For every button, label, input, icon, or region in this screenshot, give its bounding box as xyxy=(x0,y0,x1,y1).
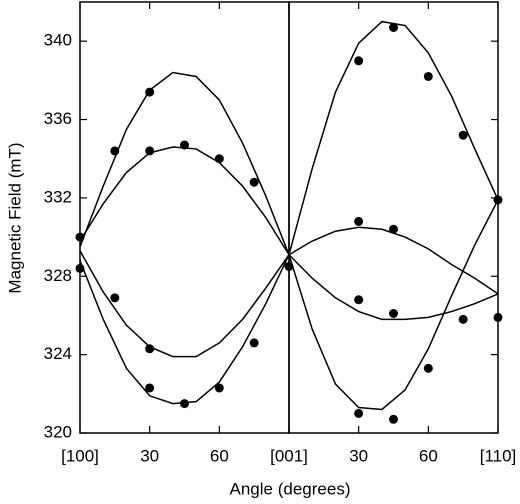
x-tick-label: 30 xyxy=(140,446,159,465)
y-tick-label: 336 xyxy=(44,109,72,128)
data-point xyxy=(458,130,468,140)
data-point xyxy=(145,383,155,393)
data-point xyxy=(110,293,120,303)
fit-curve xyxy=(79,250,290,358)
fit-curve xyxy=(288,199,499,411)
plot-frame xyxy=(79,1,290,434)
x-tick-label: [110] xyxy=(480,446,517,465)
data-point xyxy=(145,87,155,97)
y-tick-label: 332 xyxy=(44,187,72,206)
y-tick-label: 328 xyxy=(44,266,72,285)
data-point xyxy=(249,338,259,348)
fit-curve xyxy=(79,146,290,256)
fit-curve xyxy=(288,20,499,255)
y-tick-label: 340 xyxy=(44,31,72,50)
data-point xyxy=(423,363,433,373)
data-point xyxy=(214,154,224,164)
x-axis-label: Angle (degrees) xyxy=(230,479,351,498)
fit-curve xyxy=(79,71,290,255)
data-point xyxy=(145,344,155,354)
data-point xyxy=(389,308,398,318)
x-tick-label: 30 xyxy=(349,446,368,465)
x-tick-label: 60 xyxy=(419,446,438,465)
data-point xyxy=(354,216,364,226)
data-point xyxy=(389,224,398,234)
data-point xyxy=(354,295,364,305)
x-tick-label: [001] xyxy=(270,446,308,465)
data-point xyxy=(145,146,155,156)
data-point xyxy=(423,71,433,81)
data-point xyxy=(249,177,259,187)
data-point xyxy=(75,232,85,242)
data-point xyxy=(458,314,468,324)
x-tick-label: [100] xyxy=(61,446,99,465)
data-point xyxy=(354,408,364,418)
x-tick-label: 60 xyxy=(210,446,229,465)
data-point xyxy=(493,195,503,205)
fit-curve xyxy=(288,226,499,295)
fit-curve xyxy=(288,254,499,321)
data-point xyxy=(389,22,398,32)
fit-curve xyxy=(79,254,290,405)
data-point xyxy=(75,263,85,273)
data-point xyxy=(389,414,398,424)
data-point xyxy=(493,312,503,322)
data-point xyxy=(214,383,224,393)
y-tick-label: 320 xyxy=(44,422,72,441)
data-point xyxy=(110,146,120,156)
data-point xyxy=(354,56,364,66)
y-tick-label: 324 xyxy=(44,344,72,363)
y-axis-label: Magnetic Field (mT) xyxy=(5,142,24,293)
data-point xyxy=(180,140,189,150)
plot-frame xyxy=(288,1,499,434)
data-point xyxy=(180,399,189,409)
